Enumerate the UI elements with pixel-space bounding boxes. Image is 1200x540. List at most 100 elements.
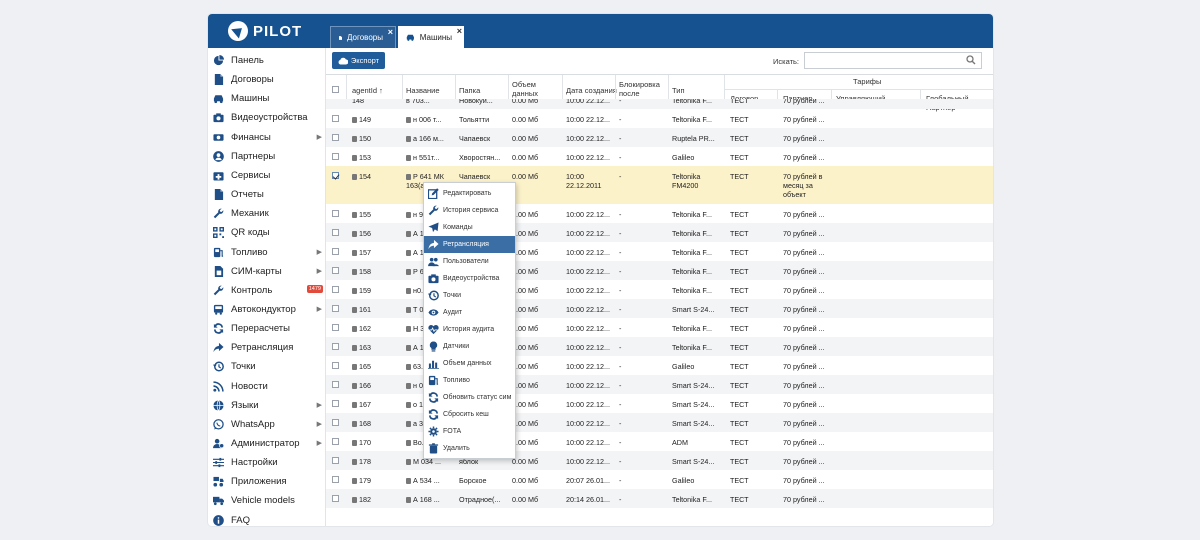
- sidebar-item[interactable]: Автокондуктор ▶: [208, 300, 326, 319]
- row-checkbox[interactable]: [332, 305, 339, 312]
- sidebar-item[interactable]: Видеоустройства: [208, 108, 326, 127]
- search-icon[interactable]: [966, 55, 976, 65]
- header-data-volume[interactable]: Объем данных: [512, 80, 538, 98]
- context-menu-item[interactable]: Точки: [424, 287, 515, 304]
- sidebar-item[interactable]: Топливо ▶: [208, 243, 326, 262]
- table-row-partial[interactable]: 148 в 703... Новокуй... 0.00 Мб 10:00 22.12.…: [326, 99, 993, 109]
- table-row[interactable]: 167 о 1... 0.00 Мб 10:00 22.12... - Smart S-2…: [326, 394, 993, 413]
- sidebar-item[interactable]: Настройки: [208, 453, 326, 472]
- sidebar-item[interactable]: СИМ-карты ▶: [208, 262, 326, 281]
- header-name[interactable]: Название: [406, 86, 440, 95]
- sidebar-item[interactable]: Ретрансляция: [208, 338, 326, 357]
- context-menu-item[interactable]: Пользователи: [424, 253, 515, 270]
- table-row[interactable]: 149 н 006 т... Тольятти 0.00 Мб 10:00 22.12.…: [326, 109, 993, 128]
- sidebar-item[interactable]: Контроль 1479: [208, 281, 326, 300]
- row-checkbox[interactable]: [332, 419, 339, 426]
- context-menu-item[interactable]: FOTA: [424, 423, 515, 440]
- cell-partner: 70 рублей ...: [783, 153, 829, 162]
- row-checkbox[interactable]: [332, 115, 339, 122]
- context-menu-item[interactable]: Объем данных: [424, 355, 515, 372]
- sidebar-item[interactable]: Точки: [208, 357, 326, 376]
- sidebar-item[interactable]: Панель: [208, 51, 326, 70]
- sidebar-item[interactable]: QR коды: [208, 223, 326, 242]
- sidebar-item[interactable]: Договоры: [208, 70, 326, 89]
- context-menu-item[interactable]: Обновить статус сим: [424, 389, 515, 406]
- row-checkbox[interactable]: [332, 400, 339, 407]
- row-checkbox[interactable]: [332, 286, 339, 293]
- tab-contracts[interactable]: Договоры ×: [330, 26, 396, 48]
- cell-text: -: [619, 438, 622, 447]
- sidebar-item[interactable]: Отчеты: [208, 185, 326, 204]
- header-type[interactable]: Тип: [672, 86, 685, 95]
- row-checkbox[interactable]: [332, 324, 339, 331]
- sidebar-item[interactable]: Машины: [208, 89, 326, 108]
- context-menu-item[interactable]: История аудита: [424, 321, 515, 338]
- table-row[interactable]: 155 н 9... 0.00 Мб 10:00 22.12... - Teltonika…: [326, 204, 993, 223]
- search-input[interactable]: [804, 52, 982, 69]
- row-checkbox[interactable]: [332, 267, 339, 274]
- row-checkbox[interactable]: [332, 457, 339, 464]
- sidebar-item[interactable]: Перерасчеты: [208, 319, 326, 338]
- header-contract[interactable]: Договор: [730, 94, 758, 103]
- sidebar-item[interactable]: Администратор ▶: [208, 434, 326, 453]
- header-folder[interactable]: Папка: [459, 86, 481, 95]
- row-checkbox[interactable]: [332, 210, 339, 217]
- context-menu-item[interactable]: Аудит: [424, 304, 515, 321]
- header-manager[interactable]: Управляющий: [836, 94, 885, 103]
- sidebar-item[interactable]: Языки ▶: [208, 396, 326, 415]
- header-created[interactable]: Дата создания: [566, 86, 617, 95]
- header-agent-id[interactable]: agentId ↑: [352, 86, 383, 95]
- context-menu-item[interactable]: Топливо: [424, 372, 515, 389]
- row-checkbox[interactable]: [332, 362, 339, 369]
- table-row[interactable]: 162 Н 3... 0.00 Мб 10:00 22.12... - Teltonika…: [326, 318, 993, 337]
- tab-close-button[interactable]: ×: [387, 27, 393, 37]
- select-all-checkbox[interactable]: [332, 86, 339, 93]
- table-row[interactable]: 153 н 551т... Хворостян... 0.00 Мб 10:00 22.…: [326, 147, 993, 166]
- row-checkbox[interactable]: [332, 248, 339, 255]
- row-checkbox[interactable]: [332, 134, 339, 141]
- header-block-after[interactable]: Блокировка после: [619, 80, 660, 98]
- context-menu-item[interactable]: Удалить: [424, 440, 515, 457]
- sidebar-item-label: СИМ-карты: [231, 265, 282, 277]
- context-menu-item[interactable]: Сбросить кеш: [424, 406, 515, 423]
- sidebar-item[interactable]: Приложения: [208, 472, 326, 491]
- sidebar-item[interactable]: Сервисы: [208, 166, 326, 185]
- table-row[interactable]: 182 А 168 ... Отрадное(... 0.00 Мб 20:14 26.…: [326, 489, 993, 508]
- table-row[interactable]: 165 63... 0.00 Мб 10:00 22.12... - Galileo ТЕС…: [326, 356, 993, 375]
- row-checkbox[interactable]: [332, 172, 339, 179]
- tab-close-button[interactable]: ×: [456, 26, 462, 36]
- logo[interactable]: PILOT: [228, 21, 302, 41]
- context-menu-item[interactable]: Редактировать: [424, 185, 515, 202]
- tab-cars[interactable]: Машины ×: [398, 26, 464, 48]
- table-row[interactable]: 150 а 166 м... Чапаевск 0.00 Мб 10:00 22.12.…: [326, 128, 993, 147]
- table-row[interactable]: 157 А 1... 0.00 Мб 10:00 22.12... - Teltonika…: [326, 242, 993, 261]
- row-checkbox[interactable]: [332, 438, 339, 445]
- header-partner[interactable]: Партнер: [783, 94, 813, 103]
- context-menu-item[interactable]: Видеоустройства: [424, 270, 515, 287]
- export-button[interactable]: Экспорт: [332, 52, 385, 69]
- cell-text: 178: [359, 457, 371, 466]
- row-checkbox[interactable]: [332, 381, 339, 388]
- copy-icon: [406, 288, 411, 294]
- document-icon: [339, 35, 343, 40]
- table-row[interactable]: 170 Во... 0.00 Мб 10:00 22.12... - ADM ТЕСТ 70 …: [326, 432, 993, 451]
- row-checkbox[interactable]: [332, 343, 339, 350]
- sidebar-item[interactable]: Партнеры: [208, 147, 326, 166]
- table-row[interactable]: 159 н0... 0.00 Мб 10:00 22.12... - Teltonika …: [326, 280, 993, 299]
- context-menu-item[interactable]: Команды: [424, 219, 515, 236]
- sidebar-item[interactable]: Новости: [208, 377, 326, 396]
- row-checkbox[interactable]: [332, 495, 339, 502]
- sidebar-item[interactable]: WhatsApp ▶: [208, 415, 326, 434]
- cell-id: 163: [352, 343, 402, 352]
- row-checkbox[interactable]: [332, 229, 339, 236]
- sidebar-item[interactable]: Финансы ▶: [208, 128, 326, 147]
- table-row[interactable]: 179 А 534 ... Борское 0.00 Мб 20:07 26.01...…: [326, 470, 993, 489]
- row-checkbox[interactable]: [332, 153, 339, 160]
- row-checkbox[interactable]: [332, 476, 339, 483]
- sidebar-item[interactable]: FAQ: [208, 511, 326, 526]
- context-menu-item[interactable]: Датчики: [424, 338, 515, 355]
- sidebar-item[interactable]: Механик: [208, 204, 326, 223]
- context-menu-item[interactable]: История сервиса: [424, 202, 515, 219]
- context-menu-item[interactable]: Ретрансляция: [424, 236, 515, 253]
- sidebar-item[interactable]: Vehicle models: [208, 491, 326, 510]
